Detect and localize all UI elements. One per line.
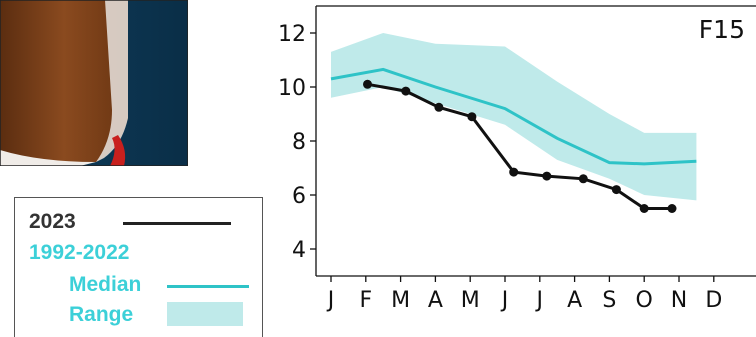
x-tick-label: J xyxy=(535,288,544,313)
obs-2023-point xyxy=(509,167,519,177)
obs-2023-point xyxy=(611,185,621,195)
y-tick-label: 4 xyxy=(292,238,306,263)
x-tick-label: A xyxy=(428,288,443,313)
x-tick-label: J xyxy=(500,288,509,313)
y-tick-label: 6 xyxy=(292,184,306,209)
median-line xyxy=(330,67,697,166)
obs-2023-point xyxy=(667,204,677,213)
x-tick-label: A xyxy=(567,288,582,313)
x-tick-label: O xyxy=(636,288,653,313)
panel-label: F15 xyxy=(699,15,745,44)
obs-2023-point xyxy=(578,174,588,184)
obs-2023-point xyxy=(467,112,477,122)
y-tick-label: 12 xyxy=(278,22,306,47)
obs-2023-point xyxy=(639,204,649,213)
legend-obs-label: 2023 xyxy=(29,210,76,233)
x-tick-label: F xyxy=(359,288,372,313)
obs-2023-point xyxy=(542,171,552,181)
legend-median-label: Median xyxy=(69,273,142,296)
x-tick-label: J xyxy=(326,288,335,313)
legend-period-label: 1992-2022 xyxy=(29,241,130,264)
obs-2023-point xyxy=(434,102,444,112)
legend-median-line xyxy=(167,285,249,288)
jar-photo xyxy=(0,0,188,166)
x-tick-label: M xyxy=(461,288,480,313)
legend: 2023 1992-2022 Median Range xyxy=(14,197,263,337)
x-tick-label: M xyxy=(391,288,410,313)
legend-range-patch xyxy=(167,302,243,326)
x-tick-label: S xyxy=(602,288,616,313)
range-band xyxy=(331,33,697,201)
obs-2023-point xyxy=(401,86,411,96)
obs-2023-line xyxy=(367,82,672,210)
legend-obs-line xyxy=(123,222,231,225)
y-tick-label: 10 xyxy=(278,76,306,101)
x-tick-label: N xyxy=(671,288,687,313)
obs-2023-point xyxy=(363,79,372,89)
y-tick-label: 8 xyxy=(292,130,306,155)
x-tick-label: D xyxy=(705,288,722,313)
legend-range-label: Range xyxy=(69,303,134,326)
